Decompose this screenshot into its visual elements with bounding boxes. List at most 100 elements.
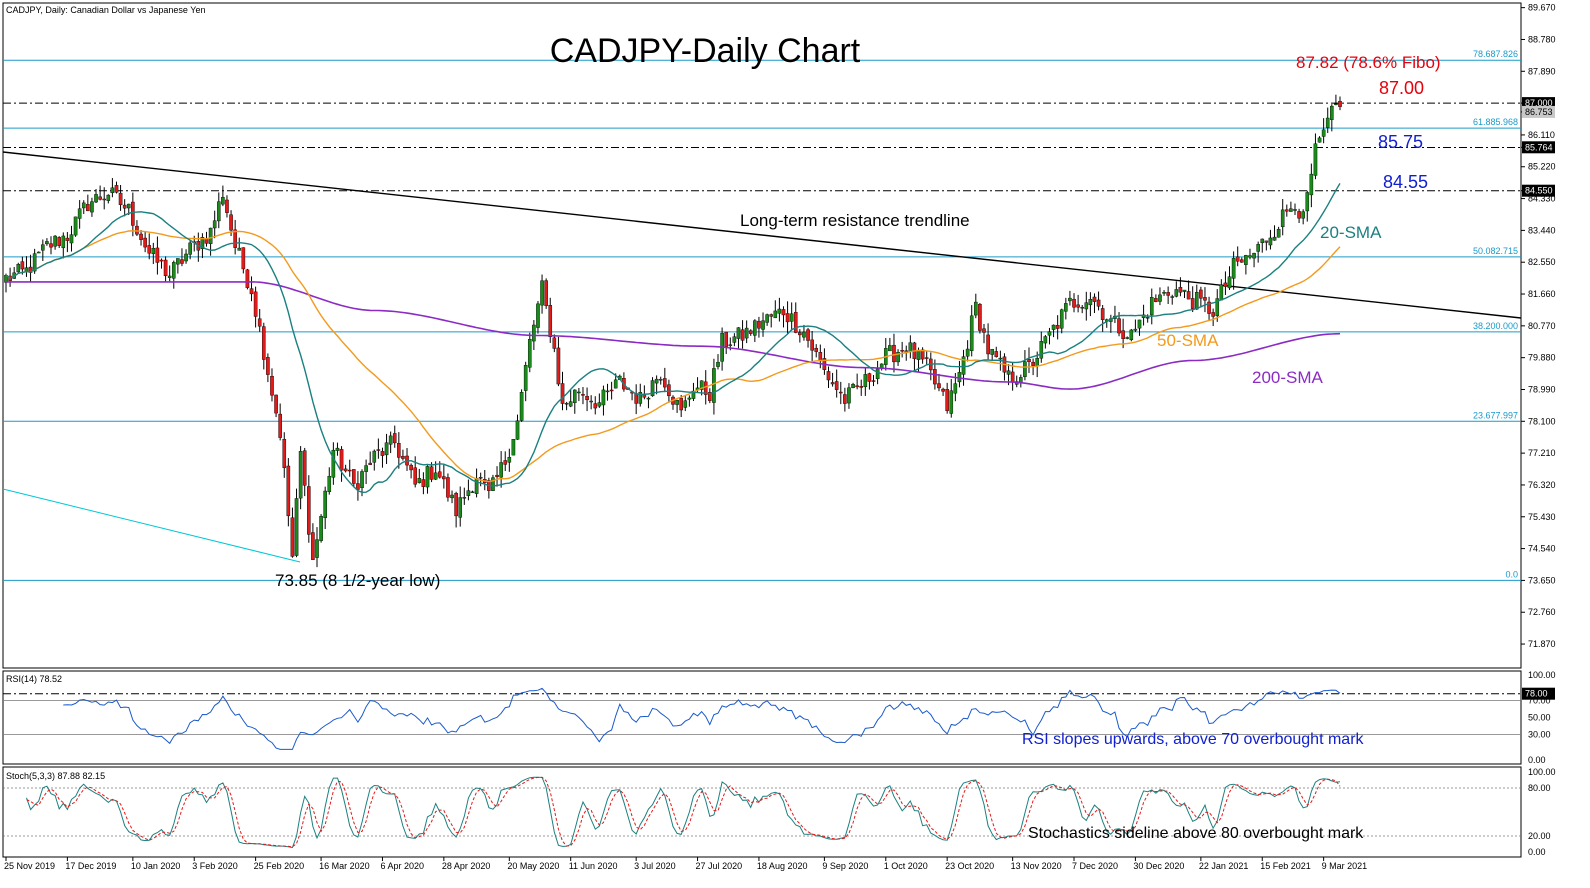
candle-body [1289,208,1293,212]
candle-body [290,517,295,557]
candle-body [687,397,692,400]
candle-body [315,539,319,558]
candle-body [450,494,454,499]
candle-body [32,253,37,272]
candle-body [924,357,929,359]
candle-body [1252,252,1256,259]
date-label: 6 Apr 2020 [380,861,424,871]
price-box [1522,105,1555,118]
candle-body [1027,359,1031,363]
candle-body [147,245,152,254]
stoch-tick-label: 80.00 [1528,783,1551,793]
candle-body [253,291,258,317]
candle-body [564,402,569,405]
rsi-value-box [1522,687,1555,700]
candle-body [507,457,512,463]
candle-body [540,280,544,306]
rsi-panel [2,670,1522,765]
candle-body [221,197,225,205]
candle-body [511,439,516,456]
support-trendline [2,488,301,563]
candle-body [830,382,835,385]
candle-body [278,413,282,438]
candle-body [327,475,332,493]
candle-body [65,237,70,241]
candle-body [1149,297,1154,316]
candle-body [1084,302,1089,310]
price-label: 87.000 [1525,98,1553,108]
candle-body [945,389,949,411]
candle-body [73,216,78,236]
candle-body [888,345,892,352]
candle-body [519,391,524,421]
candle-body [421,479,426,487]
date-label: 1 Oct 2020 [884,861,928,871]
candle-body [425,466,430,488]
candle-body [94,194,98,203]
candle-body [1145,317,1150,319]
candle-body [49,243,53,248]
candle-body [499,462,503,478]
candle-body [1076,304,1080,308]
candle-body [961,356,966,375]
candle-body [728,344,733,346]
candle-body [1121,330,1125,339]
candle-body [163,259,168,277]
candle-body [810,339,814,351]
candle-body [237,247,242,251]
candle-body [736,327,741,339]
candle-body [388,435,393,445]
candle-body [81,202,86,209]
candle-body [798,332,802,336]
candle-body [806,329,810,341]
candle-body [20,261,25,270]
price-label: 71.870 [1528,639,1556,649]
candle-body [139,233,143,240]
candle-body [212,220,217,229]
candle-body [667,384,671,397]
candle-body [536,303,540,328]
candle-body [1129,329,1134,341]
candle-body [834,381,839,390]
candle-body [916,349,921,360]
price-label: 77.210 [1528,448,1556,458]
candle-body [143,237,147,248]
candle-body [1055,325,1060,329]
candle-body [352,469,356,484]
candle-body [1190,298,1195,309]
candle-body [1006,370,1011,375]
candle-body [69,234,74,244]
candle-body [933,369,937,385]
candle-body [1133,328,1138,331]
candle-body [1301,211,1305,219]
level-8455-annotation: 84.55 [1383,172,1428,192]
candle-body [1309,173,1314,196]
candle-body [184,253,188,262]
candle-body [1068,297,1072,302]
date-label: 17 Dec 2019 [65,861,116,871]
rsi-tick-label: 0.00 [1528,755,1546,765]
candle-body [307,486,311,535]
candle-body [1182,289,1187,292]
candle-body [1330,105,1334,120]
candle-body [748,330,753,334]
candle-body [1092,296,1097,302]
stochastic-indicator: 100.00 80.00 20.00 0.00 [3,767,1556,857]
candle-body [261,326,266,360]
candle-body [577,391,581,394]
candle-body [941,388,945,392]
sma50-line [5,230,1341,483]
fibonacci-levels: 78.687.826 61.885.968 50.082.715 38.200.000… [3,49,1521,581]
date-label: 22 Jan 2021 [1199,861,1249,871]
candle-body [703,381,708,395]
candle-body [1244,255,1248,265]
date-label: 11 Jun 2020 [569,861,618,871]
date-label: 15 Feb 2021 [1260,861,1311,871]
candle-body [122,204,127,209]
candle-body [843,394,847,404]
candle-body [793,312,798,333]
moving-averages [5,183,1341,494]
date-label: 28 Apr 2020 [442,861,491,871]
